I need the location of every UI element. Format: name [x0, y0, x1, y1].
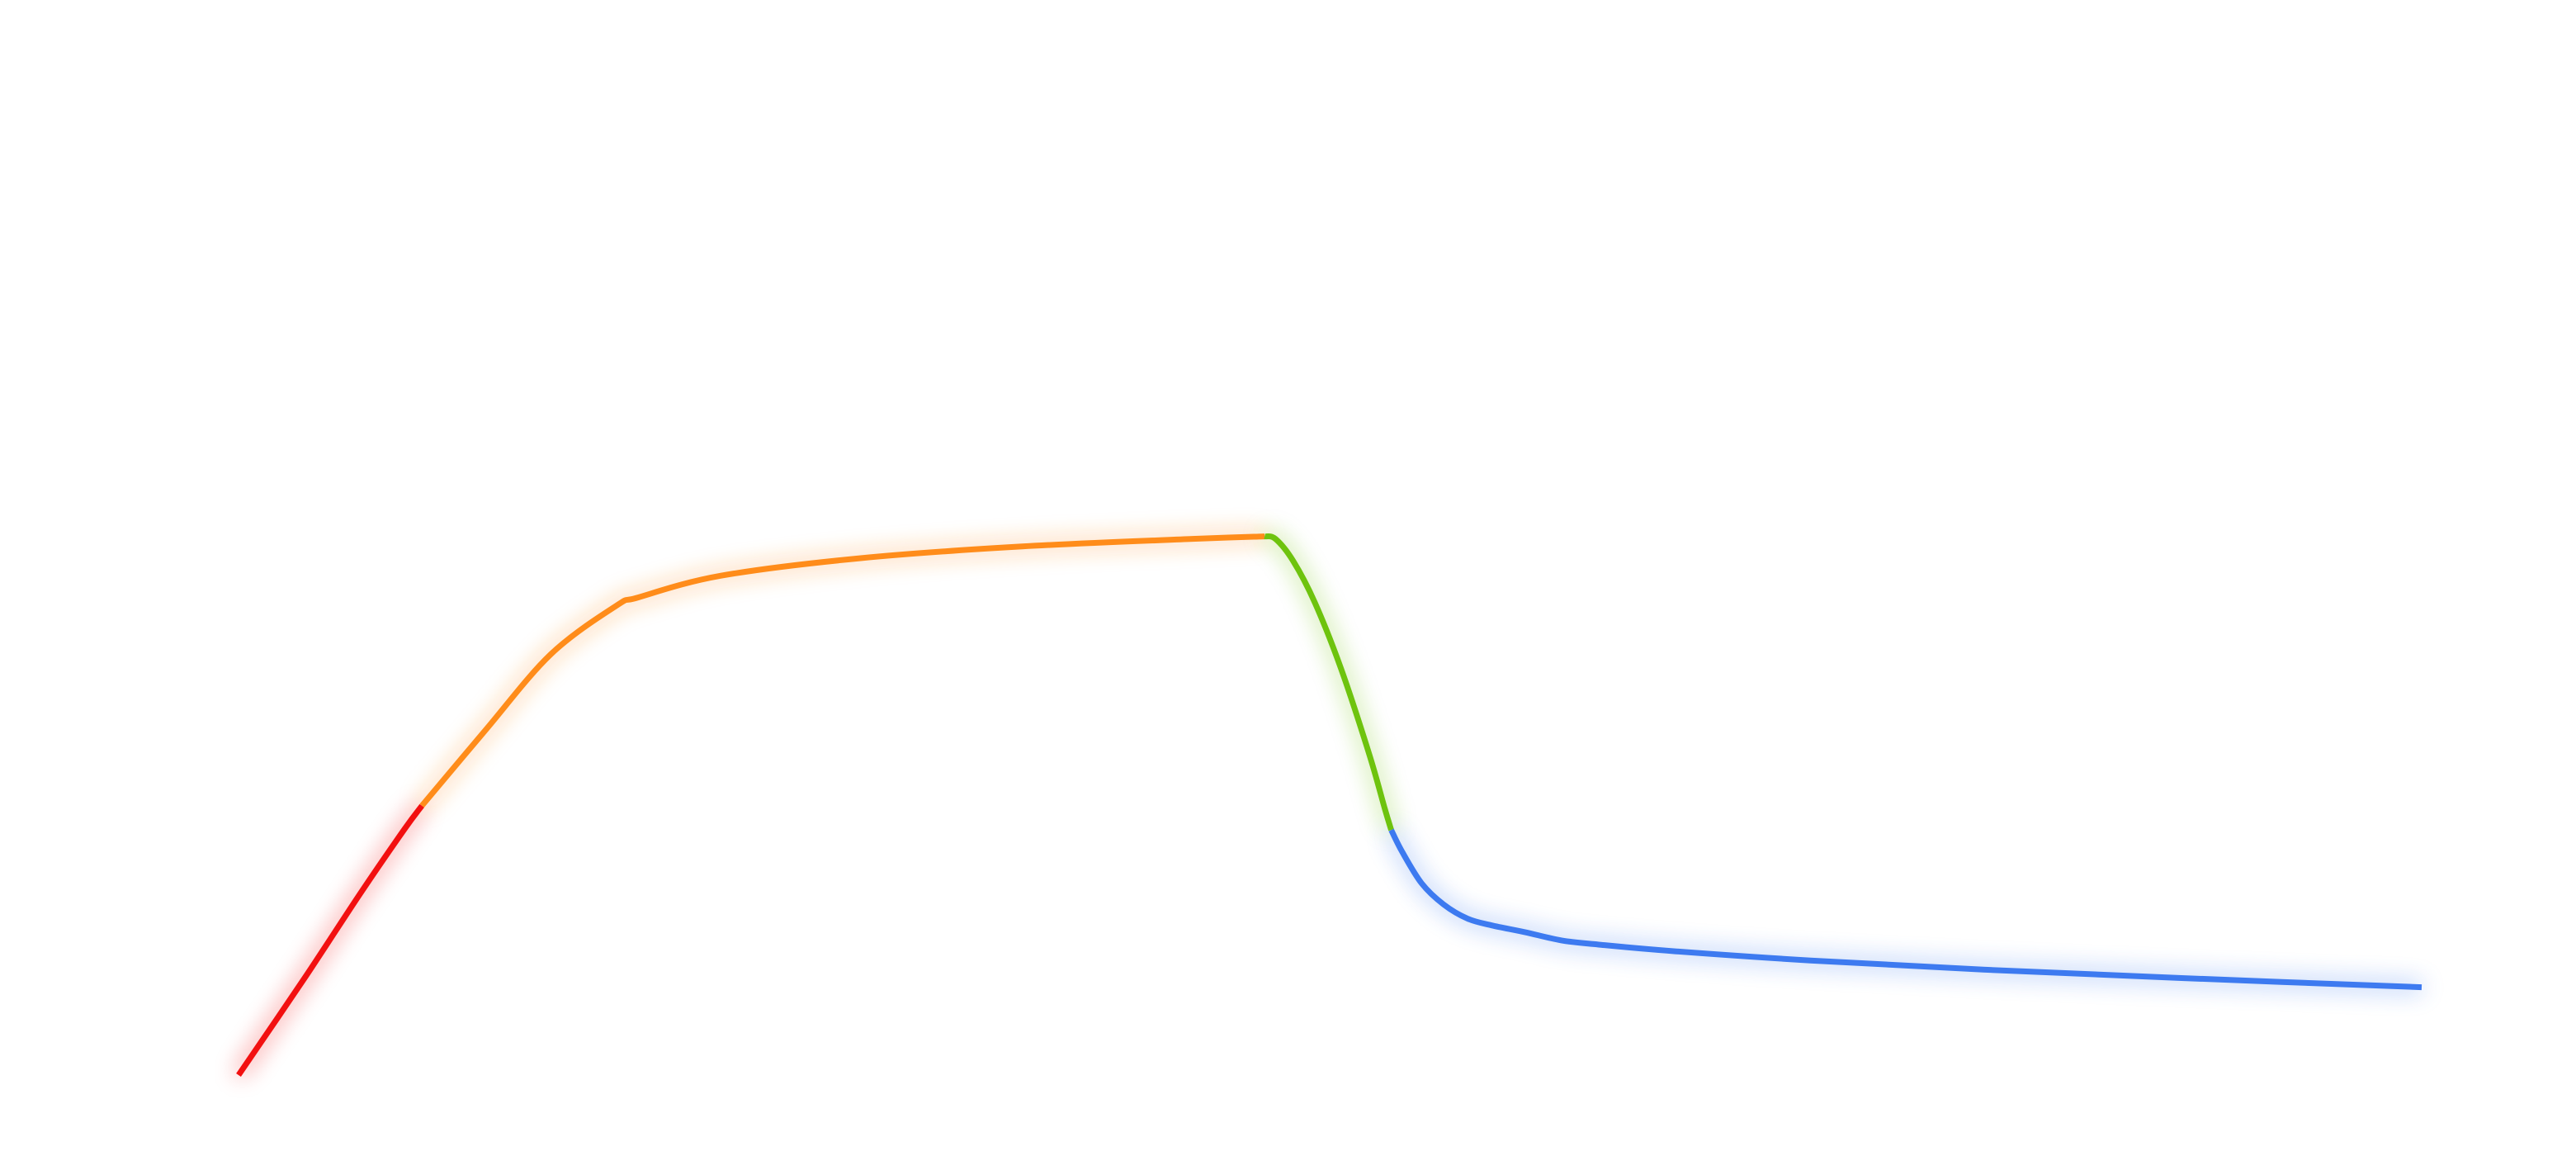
line-glow-layer [234, 532, 2422, 1078]
line-segment-1 [236, 803, 424, 1077]
line-segment-2 [419, 533, 1265, 808]
line-segment-3 [1264, 533, 1394, 831]
line-segment-4 [1388, 828, 2422, 991]
line-segment-glow-2 [418, 532, 1265, 809]
line-series-layer [236, 533, 2422, 1077]
line-segment-glow-3 [1264, 532, 1396, 831]
